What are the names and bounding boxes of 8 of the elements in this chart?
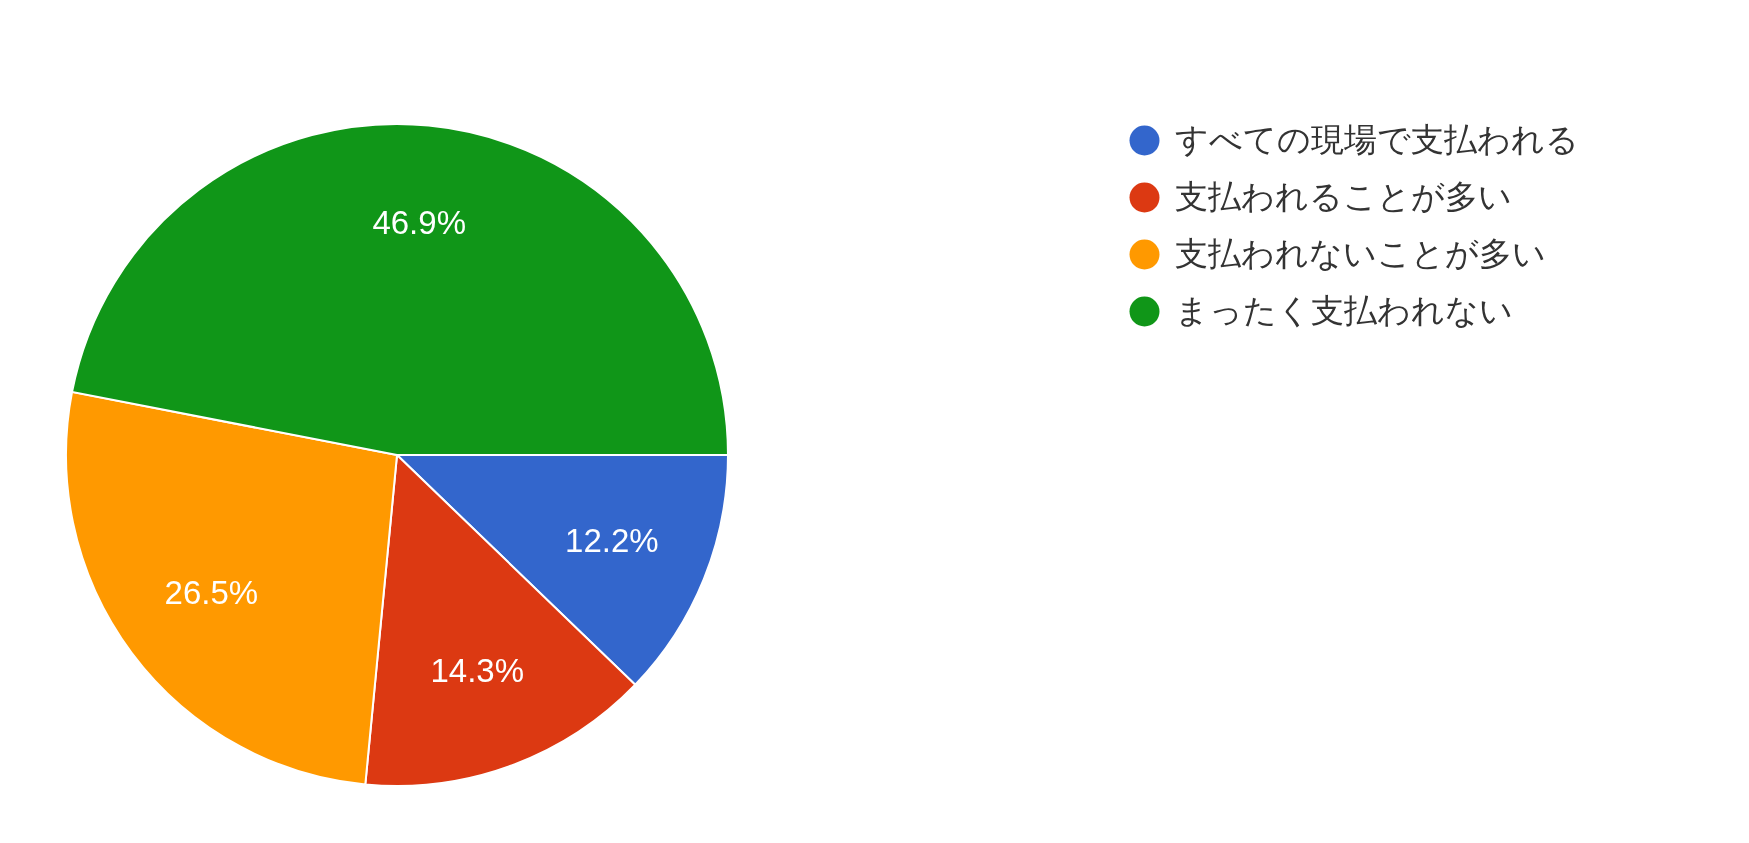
legend-label: 支払われることが多い [1175, 176, 1512, 216]
data-label: 46.9% [372, 204, 466, 242]
data-label: 14.3% [430, 652, 525, 690]
legend-label: 支払われないことが多い [1175, 233, 1546, 273]
legend-label: すべての現場で支払われる [1175, 119, 1579, 159]
data-label: 26.5% [164, 573, 259, 611]
data-label: 12.2% [565, 521, 659, 559]
legend-label: まったく支払われない [1175, 290, 1513, 330]
